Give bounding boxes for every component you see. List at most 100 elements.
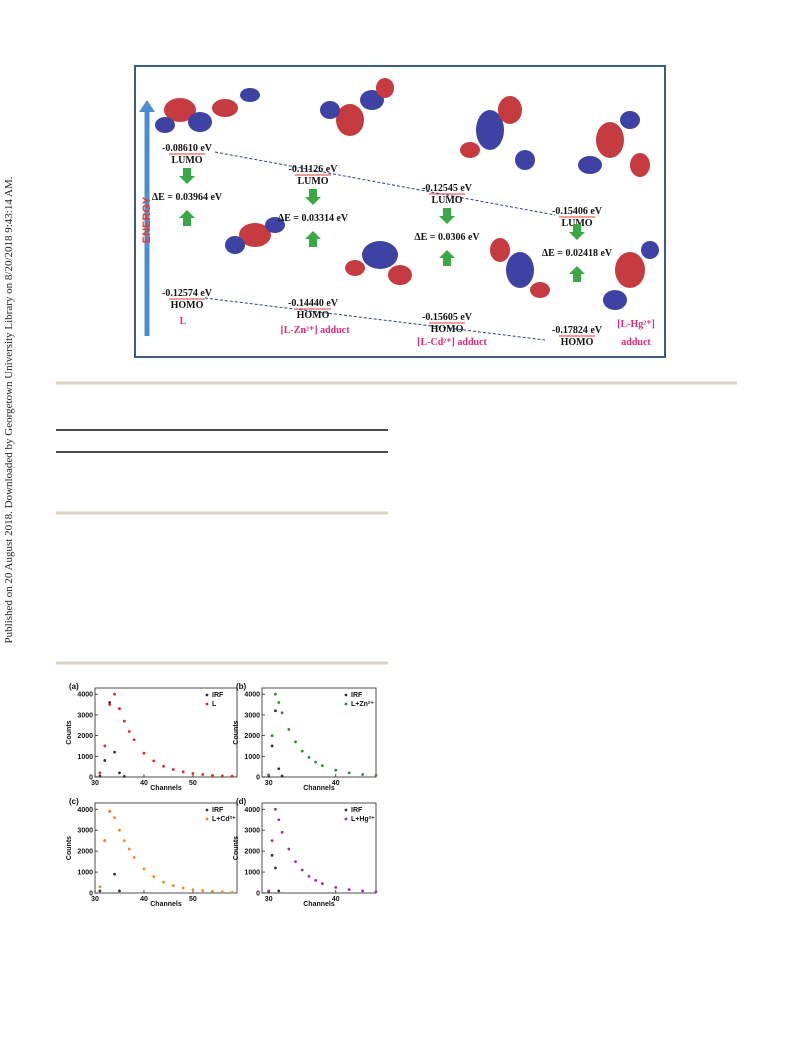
data-point — [280, 774, 284, 778]
energy-gap: ΔE = 0.03964 eV — [152, 192, 223, 203]
data-point — [270, 853, 274, 857]
panel-label: (a) — [69, 682, 79, 691]
data-point — [118, 771, 121, 775]
panel-label: (d) — [236, 797, 247, 806]
panel-label: (c) — [69, 797, 79, 806]
data-point — [220, 774, 224, 778]
y-axis-label: Counts — [233, 720, 240, 744]
data-point — [220, 890, 224, 894]
data-point — [201, 889, 205, 893]
lumo-energy: -0.15406 eV — [552, 206, 603, 217]
plot-frame — [94, 687, 238, 778]
energy-gap: ΔE = 0.0306 eV — [414, 232, 480, 243]
y-tick-label: 4000 — [244, 692, 260, 699]
lumo-energy: -0.11126 eV — [289, 164, 339, 175]
legend-label: IRF — [212, 692, 224, 699]
data-point — [142, 867, 146, 871]
data-point — [211, 890, 214, 893]
x-axis-label: Channels — [150, 901, 182, 908]
species-name: adduct — [621, 337, 651, 348]
data-point — [314, 879, 318, 882]
data-point — [98, 885, 102, 889]
legend-marker — [344, 808, 348, 812]
homo-label: HOMO — [297, 310, 330, 321]
data-point — [277, 701, 281, 704]
legend-label: IRF — [351, 692, 363, 699]
legend-label: L+Hg²⁺ — [351, 816, 375, 823]
data-point — [274, 709, 277, 713]
data-point — [267, 889, 271, 893]
y-tick-label: 4000 — [244, 807, 260, 814]
homo-label: HOMO — [431, 324, 464, 335]
x-tick-label: 30 — [265, 896, 273, 903]
data-point — [287, 727, 291, 731]
x-tick-label: 40 — [332, 896, 340, 903]
data-point — [270, 744, 274, 748]
data-point — [347, 771, 351, 775]
data-point — [132, 856, 136, 859]
data-point — [181, 770, 185, 774]
data-point — [113, 750, 116, 754]
data-point — [98, 771, 102, 775]
data-point — [274, 692, 277, 696]
data-point — [307, 755, 311, 759]
data-point — [300, 868, 304, 872]
data-point — [201, 773, 205, 776]
lumo-energy: -0.08610 eV — [162, 143, 213, 154]
data-point — [162, 880, 165, 884]
up-arrow — [305, 231, 321, 247]
data-point — [274, 807, 277, 811]
data-point — [152, 875, 156, 879]
legend-marker — [205, 817, 209, 821]
data-point — [277, 818, 281, 822]
energy-gap: ΔE = 0.02418 eV — [542, 248, 613, 259]
data-point — [294, 740, 297, 744]
data-point — [103, 744, 107, 748]
data-point — [162, 764, 165, 768]
x-tick-label: 30 — [91, 896, 99, 903]
y-tick-label: 1000 — [244, 754, 260, 761]
down-arrow — [439, 208, 455, 224]
data-point — [277, 889, 281, 893]
y-axis-label: Counts — [233, 836, 240, 860]
data-point — [113, 872, 116, 876]
data-point — [270, 839, 274, 843]
legend-label: L+Cd²⁺ — [212, 816, 236, 823]
x-tick-label: 30 — [91, 780, 99, 787]
data-point — [118, 889, 121, 893]
data-point — [171, 768, 175, 771]
x-tick-label: 30 — [265, 780, 273, 787]
data-point — [274, 866, 277, 870]
species-name: [L-Cd²⁺] adduct — [417, 337, 487, 348]
y-tick-label: 4000 — [77, 807, 93, 814]
legend-marker — [344, 702, 348, 706]
data-point — [152, 759, 156, 763]
data-point — [320, 882, 324, 885]
data-point — [171, 884, 175, 888]
data-point — [103, 759, 107, 762]
legend-label: IRF — [212, 807, 224, 814]
data-point — [294, 860, 297, 864]
data-point — [267, 773, 271, 777]
data-point — [334, 768, 338, 772]
data-point — [127, 730, 131, 733]
data-point — [142, 751, 146, 755]
data-point — [230, 774, 234, 778]
x-axis-label: Channels — [303, 785, 335, 792]
data-point — [103, 839, 107, 843]
up-arrow — [569, 266, 585, 282]
plot-frame — [94, 802, 238, 894]
data-point — [277, 767, 281, 771]
y-axis-label: Counts — [66, 836, 73, 860]
data-point — [280, 711, 284, 715]
data-point — [108, 809, 112, 813]
data-point — [374, 890, 378, 894]
data-point — [113, 692, 116, 696]
y-tick-label: 3000 — [244, 828, 260, 835]
homo-energy: -0.17824 eV — [552, 325, 603, 336]
lumo-label: LUMO — [431, 195, 462, 206]
data-point — [307, 874, 311, 878]
data-point — [122, 839, 126, 843]
x-tick-label: 50 — [189, 896, 197, 903]
